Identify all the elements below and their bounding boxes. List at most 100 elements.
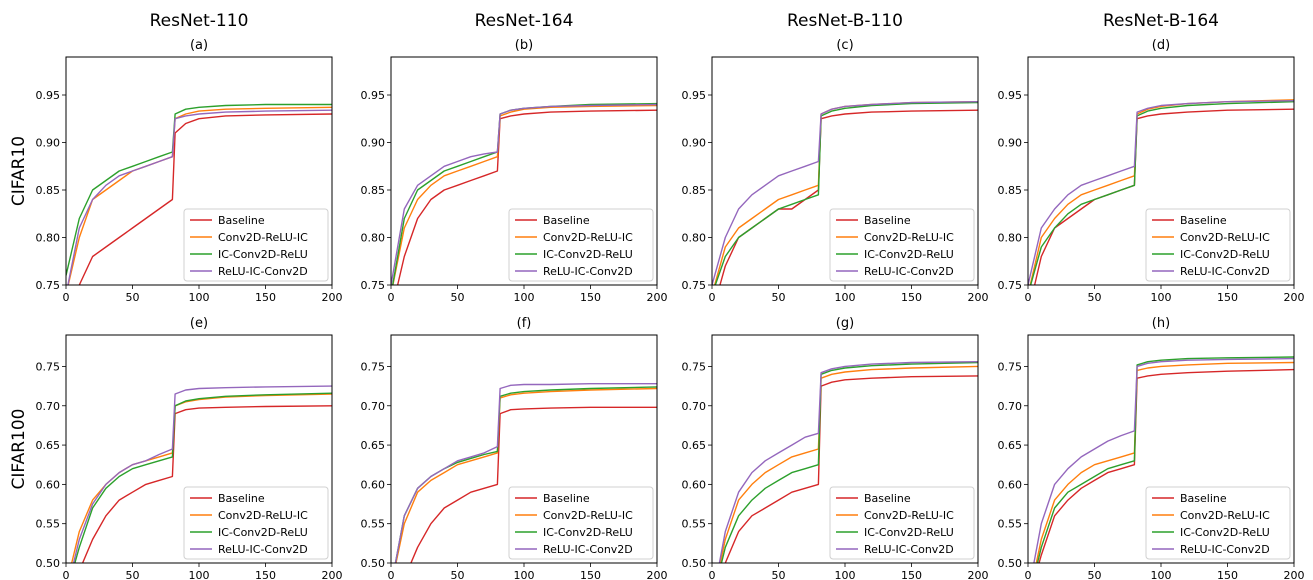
series-line-conv2d-relu-ic bbox=[70, 393, 332, 563]
x-tick-label: 200 bbox=[968, 569, 989, 580]
x-tick-label: 0 bbox=[388, 569, 395, 580]
legend-entry: IC-Conv2D-ReLU bbox=[864, 526, 954, 539]
legend-box bbox=[183, 486, 329, 560]
legend-entry: Baseline bbox=[218, 492, 265, 505]
x-tick-label: 50 bbox=[1088, 569, 1102, 580]
y-tick-label: 0.75 bbox=[998, 279, 1023, 292]
legend: Baseline Conv2D-ReLU-IC IC-Conv2D-ReLU ReLU… bbox=[508, 486, 654, 560]
panel-h: (h) 0 50 100 150 200 0.50 0.55 0.60 0.65 0.70 0.75 B… bbox=[998, 316, 1305, 580]
series-line-baseline bbox=[724, 375, 978, 563]
x-tick-label: 200 bbox=[647, 291, 668, 304]
panel-label: (e) bbox=[190, 316, 208, 331]
column-title: ResNet-B-164 bbox=[1103, 11, 1219, 31]
row-label: CIFAR10 bbox=[9, 136, 29, 206]
y-tick-label: 0.85 bbox=[682, 184, 707, 197]
y-tick-label: 0.65 bbox=[682, 439, 707, 452]
x-tick-label: 150 bbox=[901, 291, 922, 304]
y-tick-label: 0.85 bbox=[998, 184, 1023, 197]
column-title: ResNet-110 bbox=[150, 11, 249, 31]
legend-entry: Conv2D-ReLU-IC bbox=[543, 509, 633, 522]
legend-entry: IC-Conv2D-ReLU bbox=[1180, 526, 1270, 539]
y-tick-label: 0.90 bbox=[998, 137, 1023, 150]
legend-entry: Baseline bbox=[543, 492, 590, 505]
legend-box bbox=[508, 486, 654, 560]
y-tick-label: 0.90 bbox=[682, 137, 707, 150]
legend-entry: Baseline bbox=[1180, 214, 1227, 227]
y-tick-label: 0.95 bbox=[998, 89, 1023, 102]
y-tick-label: 0.75 bbox=[361, 279, 386, 292]
x-tick-label: 50 bbox=[126, 569, 140, 580]
row-labels: CIFAR10 CIFAR100 bbox=[9, 136, 29, 490]
y-tick-label: 0.75 bbox=[998, 360, 1023, 373]
y-tick-label: 0.65 bbox=[36, 439, 61, 452]
series-line-relu-ic-conv2d bbox=[712, 101, 978, 285]
legend-box bbox=[183, 208, 329, 282]
x-tick-label: 0 bbox=[709, 291, 716, 304]
y-tick-label: 0.70 bbox=[998, 400, 1023, 413]
legend: Baseline Conv2D-ReLU-IC IC-Conv2D-ReLU ReLU… bbox=[508, 208, 654, 282]
legend: Baseline Conv2D-ReLU-IC IC-Conv2D-ReLU ReLU… bbox=[829, 208, 975, 282]
x-tick-label: 200 bbox=[322, 291, 343, 304]
y-tick-label: 0.60 bbox=[36, 478, 61, 491]
series-line-relu-ic-conv2d bbox=[1028, 100, 1294, 285]
legend-entry: IC-Conv2D-ReLU bbox=[218, 248, 308, 261]
y-tick-label: 0.70 bbox=[36, 400, 61, 413]
legend-entry: ReLU-IC-Conv2D bbox=[218, 543, 308, 556]
legend-entry: Conv2D-ReLU-IC bbox=[218, 231, 308, 244]
y-tick-label: 0.75 bbox=[682, 360, 707, 373]
y-tick-label: 0.80 bbox=[361, 232, 386, 245]
x-tick-label: 150 bbox=[580, 569, 601, 580]
legend-entry: ReLU-IC-Conv2D bbox=[218, 265, 308, 278]
y-tick-label: 0.80 bbox=[36, 232, 61, 245]
legend-box bbox=[1145, 208, 1291, 282]
panel-e: (e) 0 50 100 150 200 0.50 0.55 0.60 0.65 0.70 0.75 B… bbox=[36, 316, 343, 580]
series-line-baseline bbox=[78, 113, 332, 285]
panel-f: (f) 0 50 100 150 200 0.50 0.55 0.60 0.65 0.70 0.75 B… bbox=[361, 316, 668, 580]
series-line-relu-ic-conv2d bbox=[391, 103, 657, 285]
column-title: ResNet-164 bbox=[475, 11, 574, 31]
y-tick-label: 0.60 bbox=[998, 478, 1023, 491]
y-tick-label: 0.70 bbox=[682, 400, 707, 413]
x-tick-label: 100 bbox=[514, 569, 535, 580]
legend: Baseline Conv2D-ReLU-IC IC-Conv2D-ReLU ReLU… bbox=[1145, 208, 1291, 282]
panel-c: (c) 0 50 100 150 200 0.75 0.80 0.85 0.90 0.95 Basel… bbox=[682, 38, 989, 304]
series-line-ic-conv2d-relu bbox=[66, 103, 332, 276]
series-line-ic-conv2d-relu bbox=[74, 392, 332, 563]
legend: Baseline Conv2D-ReLU-IC IC-Conv2D-ReLU ReLU… bbox=[183, 208, 329, 282]
legend: Baseline Conv2D-ReLU-IC IC-Conv2D-ReLU ReLU… bbox=[183, 486, 329, 560]
x-tick-label: 150 bbox=[901, 569, 922, 580]
legend-entry: IC-Conv2D-ReLU bbox=[543, 248, 633, 261]
y-tick-label: 0.95 bbox=[36, 89, 61, 102]
legend-entry: IC-Conv2D-ReLU bbox=[864, 248, 954, 261]
legend-entry: IC-Conv2D-ReLU bbox=[543, 526, 633, 539]
y-tick-label: 0.50 bbox=[36, 557, 61, 570]
legend-entry: Baseline bbox=[543, 214, 590, 227]
series-line-baseline bbox=[396, 109, 657, 285]
y-tick-label: 0.65 bbox=[998, 439, 1023, 452]
x-tick-label: 0 bbox=[1025, 291, 1032, 304]
y-tick-label: 0.50 bbox=[682, 557, 707, 570]
x-tick-label: 100 bbox=[514, 291, 535, 304]
panels: (a) 0 50 100 150 200 0.75 0.80 0.85 0.90 0.95 Basel… bbox=[36, 38, 1305, 580]
y-tick-label: 0.95 bbox=[361, 89, 386, 102]
series-line-ic-conv2d-relu bbox=[1029, 101, 1294, 285]
panel-label: (d) bbox=[1152, 38, 1170, 53]
panel-d: (d) 0 50 100 150 200 0.75 0.80 0.85 0.90 0.95 Basel… bbox=[998, 38, 1305, 304]
legend-entry: Conv2D-ReLU-IC bbox=[218, 509, 308, 522]
legend-entry: ReLU-IC-Conv2D bbox=[864, 265, 954, 278]
x-tick-label: 150 bbox=[255, 291, 276, 304]
x-tick-label: 100 bbox=[1151, 569, 1172, 580]
series-line-conv2d-relu-ic bbox=[1035, 361, 1294, 563]
y-tick-label: 0.75 bbox=[36, 279, 61, 292]
y-tick-label: 0.95 bbox=[682, 89, 707, 102]
series-line-relu-ic-conv2d bbox=[1033, 357, 1294, 563]
y-tick-label: 0.90 bbox=[36, 137, 61, 150]
x-tick-label: 0 bbox=[709, 569, 716, 580]
y-tick-label: 0.85 bbox=[36, 184, 61, 197]
panel-label: (a) bbox=[190, 38, 208, 53]
x-tick-label: 150 bbox=[1217, 569, 1238, 580]
panel-label: (h) bbox=[1152, 316, 1170, 331]
series-line-conv2d-relu-ic bbox=[719, 365, 978, 563]
row-label: CIFAR100 bbox=[9, 409, 29, 490]
